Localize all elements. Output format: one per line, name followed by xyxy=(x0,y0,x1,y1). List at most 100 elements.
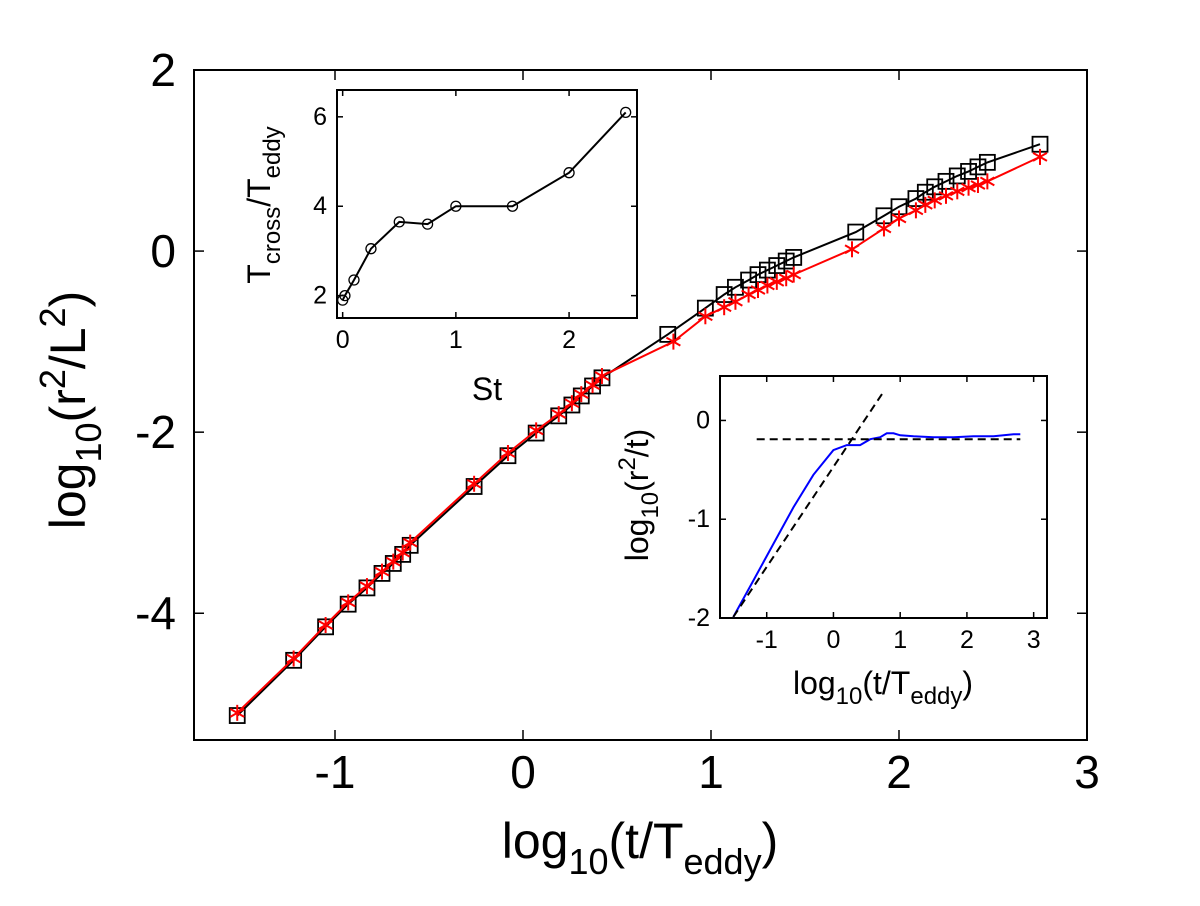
inset1-series-0-line xyxy=(341,111,627,301)
inset2-x-tick-label: 0 xyxy=(826,626,840,654)
main-asterisk-marker xyxy=(385,553,401,570)
main-asterisk-marker xyxy=(551,406,567,423)
main-ylabel-rest: (r xyxy=(40,389,96,422)
inset-log-axis-ticks: -1 0 1 2 3 -2 -1 0 xyxy=(688,376,1047,654)
inset1-x-tick-label: 2 xyxy=(562,326,576,354)
inset-st-axis-ticks: 0 1 2 2 4 6 xyxy=(313,90,637,354)
main-x-tick-label: -1 xyxy=(315,746,356,798)
inset-log-ylabel-rest2: /t) xyxy=(619,429,655,457)
main-y-tick-label: -2 xyxy=(135,406,176,458)
main-ylabel-sub: 10 xyxy=(68,422,109,462)
inset1-x-tick-label: 1 xyxy=(449,326,463,354)
main-x-tick-label: 0 xyxy=(510,746,536,798)
main-asterisk-marker xyxy=(876,220,892,237)
main-x-tick-label: 2 xyxy=(886,746,912,798)
main-asterisk-marker xyxy=(528,422,544,439)
main-asterisk-marker xyxy=(961,179,977,196)
inset1-circle-marker xyxy=(365,243,377,255)
inset-st-ylabel-s2: eddy xyxy=(259,126,286,178)
main-xlabel-sub2: eddy xyxy=(684,841,762,882)
main-x-tick-label: 1 xyxy=(698,746,724,798)
main-asterisk-marker xyxy=(759,277,775,294)
main-asterisk-marker xyxy=(573,386,589,403)
main-square-marker xyxy=(978,153,996,171)
main-ylabel-sup2: 2 xyxy=(32,307,73,327)
main-asterisk-marker xyxy=(594,368,610,385)
main-xlabel-end: ) xyxy=(762,813,779,869)
main-y-tick-label: 0 xyxy=(150,225,176,277)
main-y-tick-label: 2 xyxy=(150,44,176,96)
inset1-circle-marker xyxy=(339,289,351,302)
inset1-y-tick-label: 2 xyxy=(313,282,327,310)
main-asterisk-marker xyxy=(979,173,995,190)
inset2-series-1-line xyxy=(732,391,885,618)
inset-log-ylabel-sup: 2 xyxy=(614,457,641,470)
main-asterisk-marker xyxy=(891,210,907,227)
main-asterisk-marker xyxy=(844,241,860,258)
inset1-circle-marker xyxy=(450,200,462,212)
inset-log-ylabel-log: log xyxy=(619,519,655,562)
main-square-marker xyxy=(785,249,803,266)
inset1-circle-marker xyxy=(421,218,434,230)
main-asterisk-marker xyxy=(927,192,943,209)
inset-log-y-axis-label: log10(r2/t) xyxy=(614,429,664,562)
main-x-axis-label: log10(t/Teddy) xyxy=(502,813,779,882)
main-asterisk-marker xyxy=(786,266,802,283)
inset1-circle-marker xyxy=(563,167,575,179)
main-asterisk-marker xyxy=(359,578,375,595)
inset-st-ylabel-t1: T xyxy=(241,264,277,284)
inset1-circle-marker xyxy=(620,106,632,119)
inset2-y-tick-label: -1 xyxy=(688,505,710,533)
main-axis-ticks: -1 0 1 2 3-4-202 xyxy=(135,44,1100,798)
main-asterisk-marker xyxy=(402,534,418,551)
main-xlabel-rest: (t/T xyxy=(609,813,684,869)
main-square-marker xyxy=(960,163,977,180)
main-asterisk-marker xyxy=(727,293,743,310)
main-asterisk-marker xyxy=(466,475,482,492)
main-x-tick-label: 3 xyxy=(1074,746,1100,798)
main-asterisk-marker xyxy=(318,617,334,634)
inset-log-xlabel-sub2: eddy xyxy=(910,683,962,710)
main-asterisk-marker xyxy=(500,444,516,461)
inset-log-xlabel-rest: (t/T xyxy=(862,665,910,701)
inset2-y-tick-label: 0 xyxy=(696,406,710,434)
main-asterisk-marker xyxy=(340,594,356,611)
inset1-y-tick-label: 6 xyxy=(313,103,327,131)
main-y-axis-label: log10(r2/L2) xyxy=(32,291,109,530)
main-asterisk-marker xyxy=(229,704,245,721)
main-square-marker xyxy=(768,257,786,274)
main-square-marker xyxy=(969,158,987,176)
inset-st-y-axis-label: Tcross/Teddy xyxy=(241,126,286,283)
main-asterisk-marker xyxy=(395,544,411,561)
main-ylabel-log: log xyxy=(40,463,96,530)
main-asterisk-marker xyxy=(564,395,580,412)
inset-st-plot: 0 1 2 2 4 6 St Tcross/Teddy xyxy=(241,89,638,407)
main-asterisk-marker xyxy=(665,333,681,350)
inset2-x-tick-label: 2 xyxy=(960,626,974,654)
main-asterisk-marker xyxy=(1032,148,1048,165)
main-series-group xyxy=(228,135,1049,724)
main-asterisk-marker xyxy=(374,563,390,580)
inset-log-xlabel-sub: 10 xyxy=(836,683,863,710)
inset1-y-tick-label: 4 xyxy=(313,192,327,220)
inset-log-ylabel-rest: (r xyxy=(619,470,655,492)
main-asterisk-marker xyxy=(769,273,785,290)
main-square-marker xyxy=(659,325,677,343)
inset1-circle-marker xyxy=(348,274,360,286)
inset1-circle-marker xyxy=(506,200,519,212)
inset-log-x-axis-label: log10(t/Teddy) xyxy=(793,665,973,710)
inset-log-xlabel-end: ) xyxy=(962,665,973,701)
inset-st-frame xyxy=(336,89,638,319)
inset-st-x-axis-label: St xyxy=(472,371,502,407)
inset-log-xlabel-log: log xyxy=(793,665,836,701)
main-y-tick-label: -4 xyxy=(135,587,176,639)
inset-log-plot: -1 0 1 2 3-2-10 log10(t/Teddy) log10(r2/t) xyxy=(614,375,1048,710)
inset2-x-tick-label: -1 xyxy=(756,626,778,654)
inset-st-ylabel-t2: /T xyxy=(241,178,277,206)
main-asterisk-marker xyxy=(697,308,713,325)
inset1-x-tick-label: 0 xyxy=(336,326,350,354)
main-xlabel-sub: 10 xyxy=(568,841,608,882)
inset2-x-tick-label: 1 xyxy=(893,626,907,654)
